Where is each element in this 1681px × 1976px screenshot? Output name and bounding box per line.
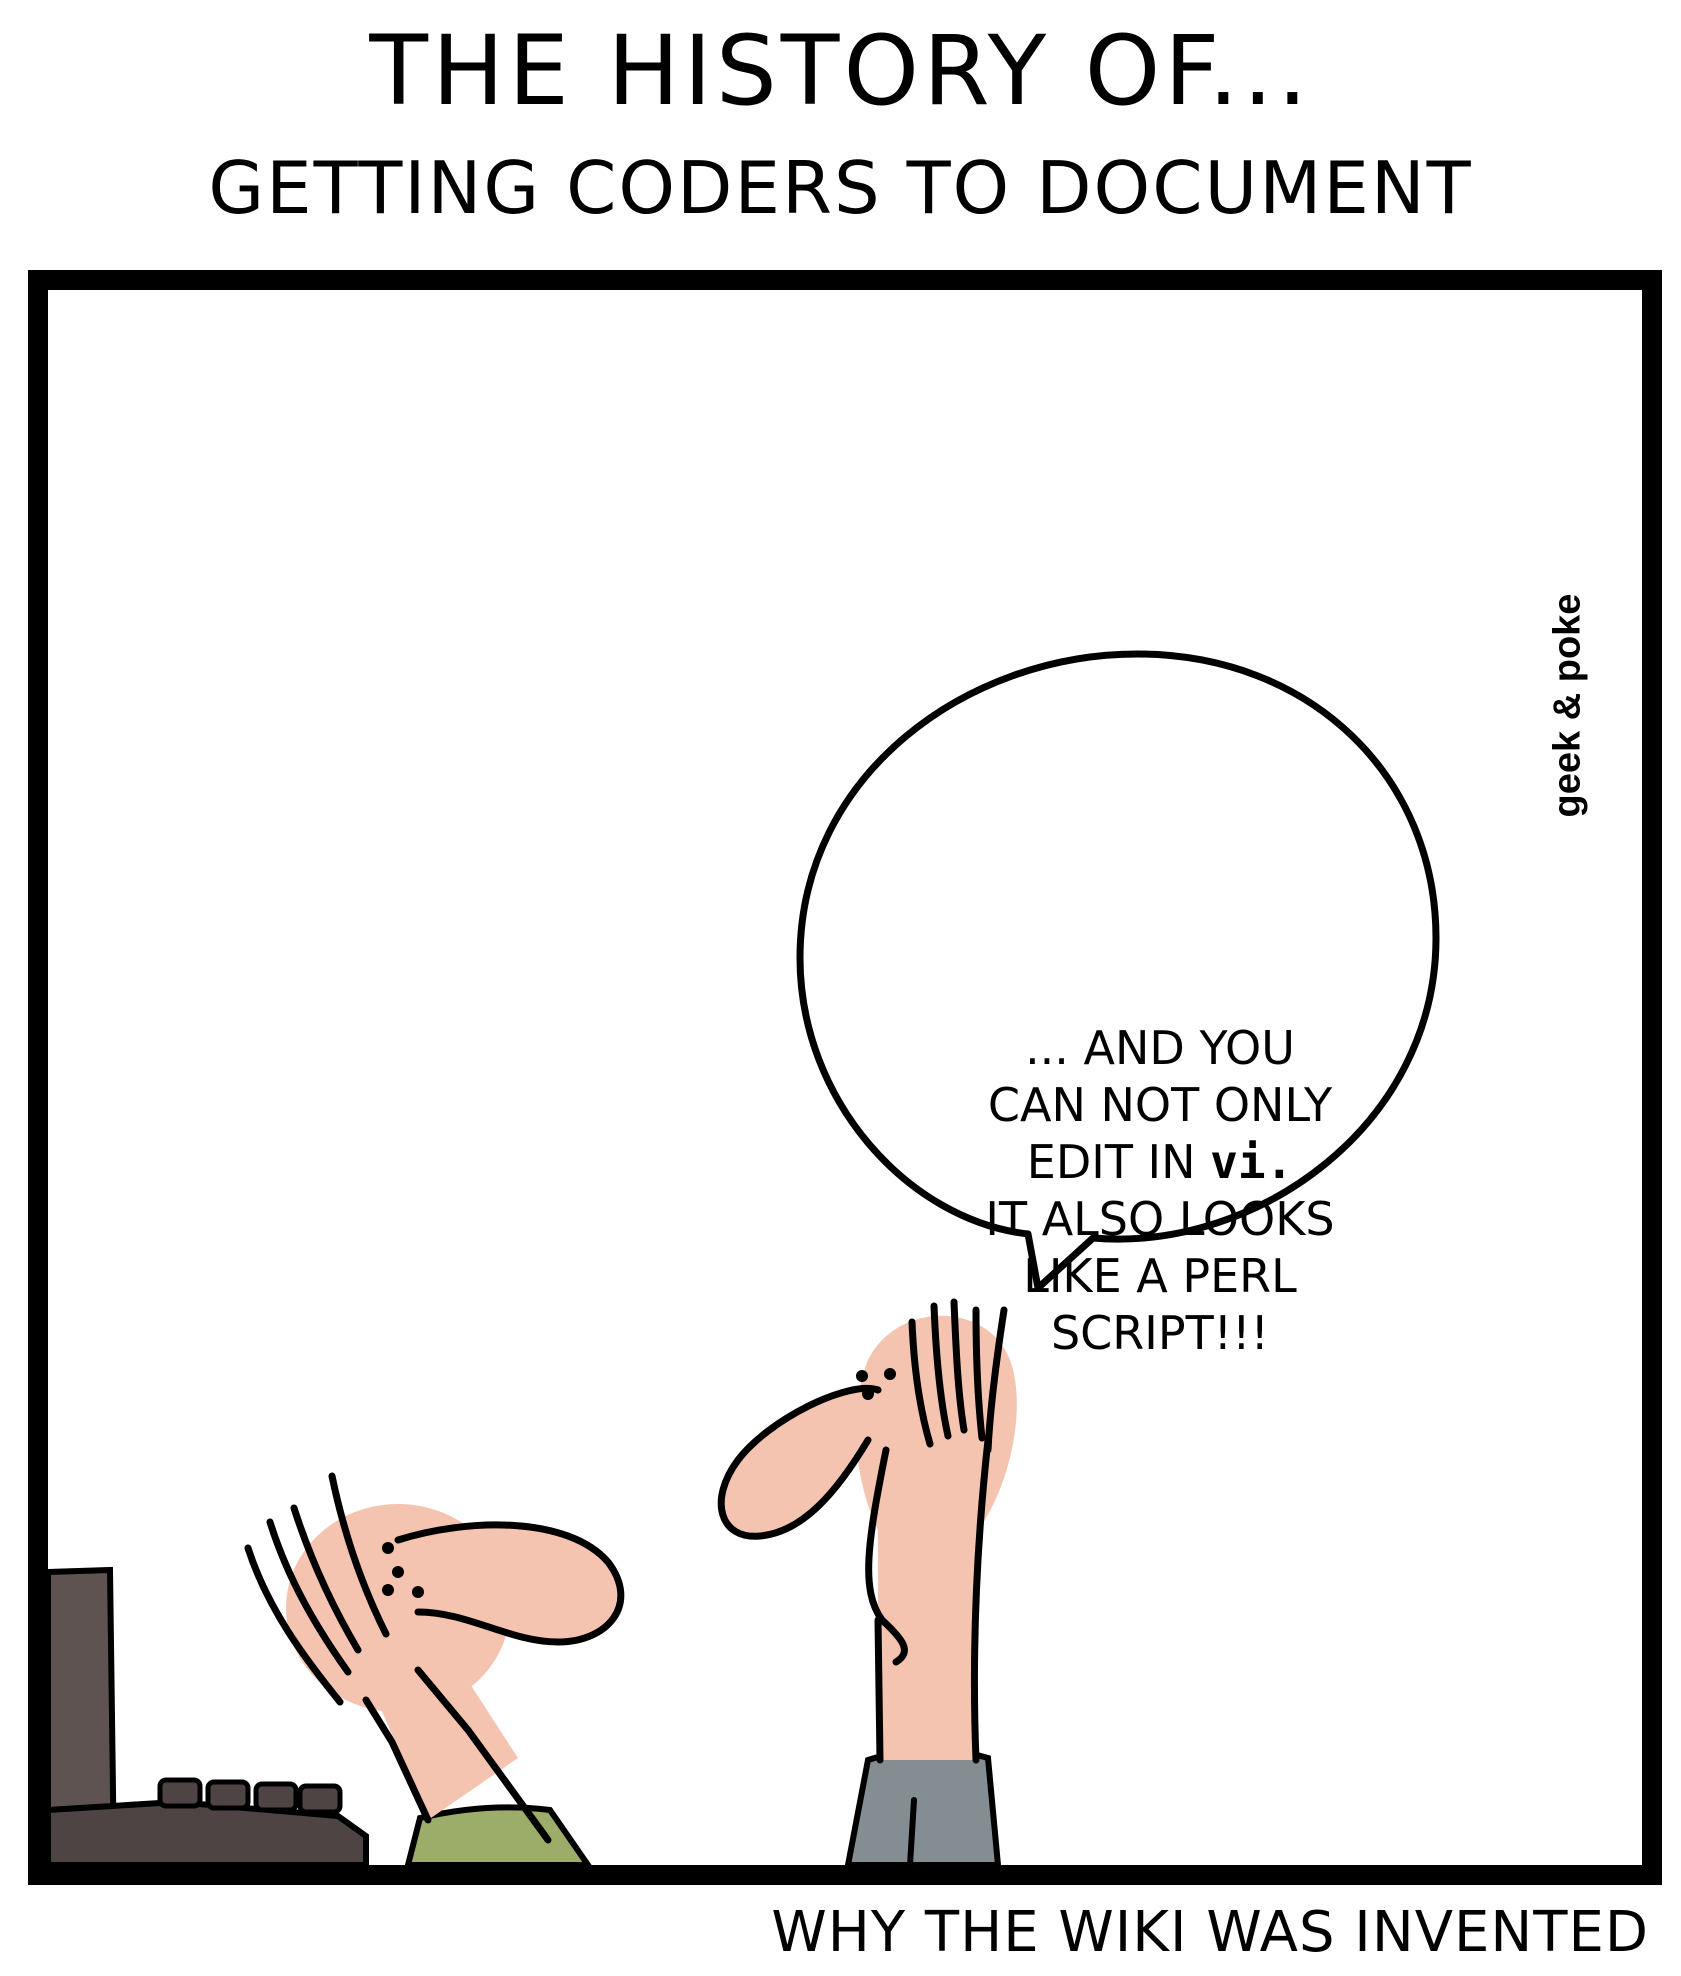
seated-hair	[244, 1544, 344, 1706]
seated-hair	[328, 1472, 390, 1638]
standing-coder	[717, 1298, 1017, 1865]
seated-eye	[392, 1566, 404, 1578]
standing-hair	[908, 1318, 934, 1448]
seated-neck-line	[414, 1666, 552, 1844]
speech-line-prefix: EDIT IN	[1026, 1135, 1211, 1189]
speech-line: LIKE A PERL	[1023, 1249, 1297, 1303]
speech-line: ... AND YOU	[1025, 1021, 1295, 1075]
standing-eye	[884, 1368, 896, 1380]
standing-hair	[972, 1306, 986, 1442]
speech-line: CAN NOT ONLY	[987, 1078, 1333, 1132]
key	[253, 1781, 299, 1813]
computer-illustration	[48, 1566, 369, 1865]
standing-neck-line	[874, 1616, 884, 1764]
seated-neck-line	[362, 1696, 432, 1824]
gray-shirt	[844, 1746, 1002, 1865]
comic-caption: WHY THE WIKI WAS INVENTED	[771, 1900, 1649, 1965]
speech-text: ... AND YOU CAN NOT ONLY EDIT IN vi. IT …	[890, 1020, 1430, 1362]
standing-shirt-line	[907, 1797, 917, 1865]
signature-text: geek & poke	[1546, 593, 1589, 817]
standing-nose	[717, 1385, 882, 1540]
artist-signature: geek & poke	[1538, 550, 1598, 860]
comic-title: THE HISTORY OF...	[369, 15, 1312, 127]
speech-line-suffix: .	[1265, 1135, 1294, 1189]
green-shirt	[404, 1804, 592, 1865]
standing-neck-line	[971, 1436, 992, 1764]
seated-coder	[244, 1472, 625, 1865]
speech-bubble	[796, 650, 1440, 1292]
speech-code-vi: vi	[1210, 1135, 1266, 1189]
standing-eye	[862, 1388, 874, 1400]
key	[205, 1779, 251, 1811]
standing-hair	[984, 1306, 1008, 1454]
speech-line: EDIT IN vi.	[890, 1134, 1430, 1191]
key	[297, 1783, 343, 1815]
key	[157, 1777, 203, 1809]
panel-illustration	[48, 650, 1440, 1865]
standing-hair	[950, 1298, 968, 1434]
comic-panel: geek & poke ... AND YOU CAN NOT ONLY EDI…	[28, 270, 1662, 1885]
seated-eye	[382, 1584, 394, 1596]
standing-face-line	[865, 1446, 908, 1666]
seated-hair	[290, 1504, 362, 1654]
speech-line: SCRIPT!!!	[1050, 1306, 1269, 1360]
seated-eye	[412, 1586, 424, 1598]
speech-line: IT ALSO LOOKS	[985, 1192, 1335, 1246]
seated-neck	[368, 1650, 518, 1820]
comic-subtitle: GETTING CODERS TO DOCUMENT	[208, 146, 1473, 230]
monitor-back	[48, 1566, 118, 1865]
seated-hair	[266, 1518, 352, 1676]
seated-nose	[394, 1521, 625, 1646]
standing-eye	[856, 1370, 868, 1382]
seated-eye	[382, 1542, 394, 1554]
standing-hair	[930, 1302, 952, 1440]
